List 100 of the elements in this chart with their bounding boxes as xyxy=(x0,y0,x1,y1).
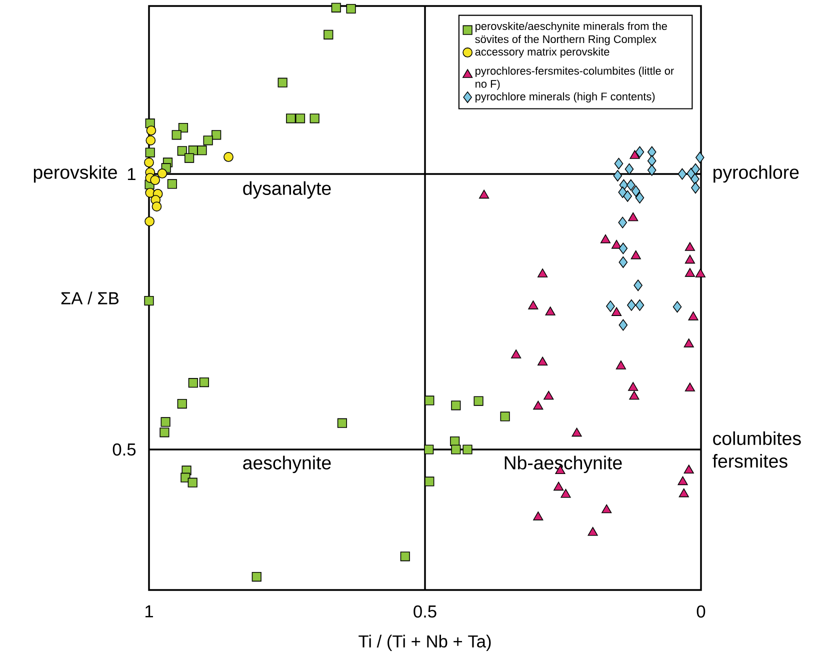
point xyxy=(560,488,571,498)
point xyxy=(616,360,626,370)
point xyxy=(647,155,656,167)
point xyxy=(630,250,641,260)
point xyxy=(144,296,154,306)
point xyxy=(178,122,188,133)
point xyxy=(346,4,356,14)
point xyxy=(695,268,706,278)
point xyxy=(511,350,522,358)
point xyxy=(167,179,177,189)
point xyxy=(252,572,262,582)
point xyxy=(628,382,638,391)
point xyxy=(331,2,341,12)
point xyxy=(624,163,634,175)
point xyxy=(528,300,538,310)
point xyxy=(533,512,544,520)
point xyxy=(157,168,168,178)
point xyxy=(572,428,582,437)
point xyxy=(188,478,198,488)
point xyxy=(628,212,638,222)
point xyxy=(600,234,611,244)
point xyxy=(324,30,334,40)
legend-label: pyrochlores-fersmites-columbites (little or no F) xyxy=(476,66,674,90)
point xyxy=(278,78,288,88)
point xyxy=(212,130,222,140)
point xyxy=(160,428,170,438)
point xyxy=(612,307,622,316)
point xyxy=(629,390,640,400)
point xyxy=(618,186,628,198)
point xyxy=(424,476,434,486)
point xyxy=(613,170,622,182)
x-tick-label: 1 xyxy=(145,605,153,618)
point xyxy=(588,526,598,536)
point xyxy=(554,482,564,491)
point xyxy=(152,202,162,212)
point xyxy=(538,268,548,278)
x-axis-title: Ti / (Ti + Nb + Ta) xyxy=(358,634,491,651)
point xyxy=(424,444,434,454)
point xyxy=(146,135,156,146)
point xyxy=(634,280,642,292)
annotation: dysanalyte xyxy=(243,181,331,199)
point xyxy=(188,378,198,388)
point xyxy=(146,126,156,136)
point xyxy=(678,488,689,498)
point xyxy=(199,377,209,388)
point xyxy=(160,417,170,427)
point xyxy=(224,152,234,162)
legend-label: accessory matrix perovskite xyxy=(475,48,610,58)
point xyxy=(614,158,624,170)
point xyxy=(618,216,628,228)
point xyxy=(150,175,160,186)
point xyxy=(684,338,694,348)
point xyxy=(606,300,615,312)
point xyxy=(400,552,410,562)
point xyxy=(618,319,628,331)
point xyxy=(203,136,213,146)
point xyxy=(197,146,207,156)
point xyxy=(695,152,704,164)
text: columbites fersmites xyxy=(712,431,801,468)
point xyxy=(635,192,644,204)
point xyxy=(627,299,636,311)
point xyxy=(310,114,320,124)
point xyxy=(544,390,554,400)
point xyxy=(172,130,182,140)
point xyxy=(635,146,644,158)
point xyxy=(672,301,682,313)
point xyxy=(424,396,434,406)
point xyxy=(533,400,544,410)
point xyxy=(690,173,700,185)
point xyxy=(145,148,155,158)
point xyxy=(545,306,556,316)
point xyxy=(177,398,187,409)
annotation: Nb-aeschynite xyxy=(504,456,622,474)
point xyxy=(462,444,472,454)
point xyxy=(177,146,187,156)
point xyxy=(286,114,296,124)
point xyxy=(623,190,632,202)
point xyxy=(684,464,694,474)
text: pyrochlore xyxy=(714,165,799,183)
point xyxy=(500,412,510,422)
point xyxy=(647,146,656,158)
x-tick-label: 0.5 xyxy=(414,605,436,618)
point xyxy=(538,356,548,366)
point xyxy=(295,114,306,124)
point xyxy=(684,382,695,392)
annotation: aeschynite xyxy=(243,456,331,474)
point xyxy=(602,504,612,514)
point xyxy=(618,256,628,268)
text: perovskite xyxy=(34,165,117,183)
point xyxy=(337,418,347,428)
point xyxy=(678,168,687,180)
point xyxy=(144,216,154,226)
point xyxy=(626,179,636,191)
point xyxy=(630,150,640,159)
point xyxy=(684,242,695,251)
point xyxy=(451,444,461,454)
point xyxy=(691,182,700,194)
legend-label: pyrochlore minerals (high F contents) xyxy=(476,92,655,103)
point xyxy=(631,185,640,197)
x-tick-label: 0 xyxy=(696,605,706,618)
